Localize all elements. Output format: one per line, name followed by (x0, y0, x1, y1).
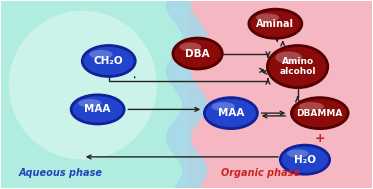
Text: Amino
alcohol: Amino alcohol (279, 57, 316, 76)
Ellipse shape (248, 9, 302, 39)
Ellipse shape (267, 45, 328, 88)
Text: MAA: MAA (84, 104, 111, 114)
Ellipse shape (211, 102, 235, 111)
Text: Organic phase: Organic phase (221, 168, 300, 178)
Ellipse shape (9, 11, 157, 160)
Ellipse shape (89, 50, 113, 59)
Ellipse shape (275, 51, 302, 64)
Ellipse shape (291, 97, 348, 129)
Ellipse shape (256, 13, 279, 22)
Ellipse shape (292, 98, 348, 128)
Text: MAA: MAA (218, 108, 244, 118)
Text: Aminal: Aminal (256, 19, 294, 29)
Text: CH₂O: CH₂O (94, 56, 123, 66)
Ellipse shape (299, 102, 324, 111)
Ellipse shape (281, 146, 329, 174)
Bar (1, 1, 186, 188)
Text: DBAMMA: DBAMMA (297, 109, 343, 118)
Ellipse shape (78, 99, 101, 107)
Ellipse shape (287, 149, 308, 158)
Ellipse shape (250, 10, 301, 38)
Text: Aqueous phase: Aqueous phase (19, 168, 103, 178)
Ellipse shape (71, 94, 125, 124)
Ellipse shape (268, 46, 327, 87)
Ellipse shape (72, 95, 123, 123)
Ellipse shape (179, 43, 201, 51)
Polygon shape (166, 1, 207, 188)
Text: +: + (314, 132, 325, 145)
Ellipse shape (173, 39, 222, 68)
Text: DBA: DBA (185, 49, 210, 59)
Bar (186, 1, 372, 188)
Ellipse shape (204, 97, 258, 129)
Ellipse shape (173, 38, 223, 69)
Ellipse shape (82, 45, 136, 77)
Ellipse shape (205, 98, 257, 128)
Text: H₂O: H₂O (294, 155, 316, 165)
Ellipse shape (83, 46, 135, 76)
Ellipse shape (280, 145, 330, 175)
